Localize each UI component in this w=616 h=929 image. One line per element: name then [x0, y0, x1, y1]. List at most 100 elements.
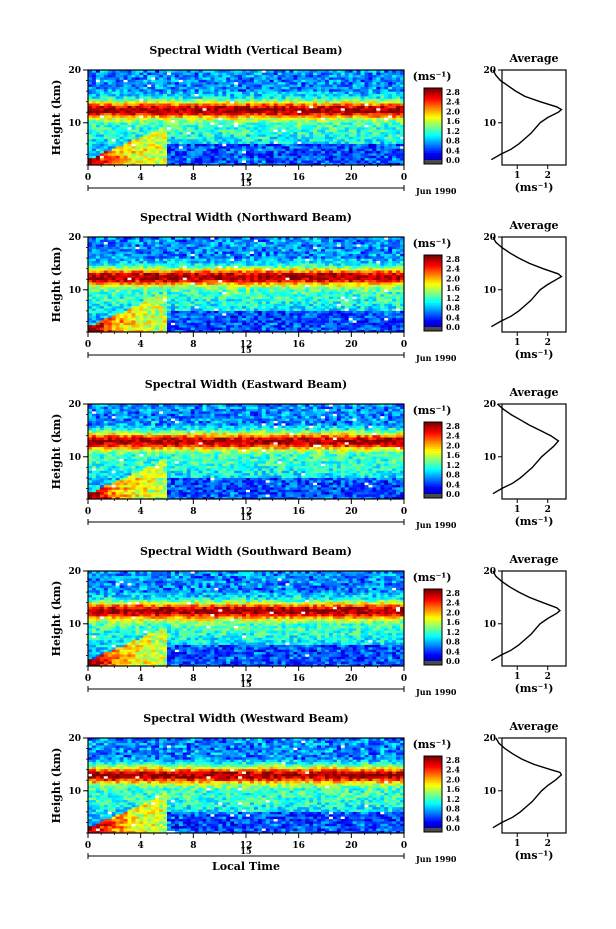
heatmap-cell [285, 79, 290, 83]
heatmap-cell [210, 329, 215, 333]
heatmap-cell [167, 153, 172, 156]
heatmap-cell [344, 77, 349, 80]
heatmap-cell [147, 86, 152, 90]
heatmap-cell [194, 115, 199, 118]
heatmap-cell [186, 74, 191, 78]
heatmap-cell [91, 103, 97, 106]
heatmap-cell [242, 74, 247, 78]
heatmap-cell [190, 322, 195, 326]
heatmap-cell [392, 134, 397, 137]
heatmap-cell [190, 155, 195, 159]
heatmap-cell [273, 96, 278, 99]
heatmap-cell [155, 122, 160, 125]
heatmap-cell [230, 244, 235, 247]
heatmap-cell [242, 93, 247, 97]
heatmap-cell [253, 134, 259, 137]
heatmap-cell [242, 84, 247, 87]
heatmap-cell [301, 103, 306, 106]
heatmap-cell [301, 117, 306, 121]
heatmap-cell [95, 124, 101, 128]
heatmap-cell [190, 70, 195, 73]
heatmap-cell [352, 138, 357, 142]
heatmap-cell [194, 289, 199, 292]
heatmap-cell [340, 119, 346, 123]
heatmap-cell [328, 155, 334, 159]
heatmap-cell [115, 315, 120, 319]
heatmap-cell [182, 141, 188, 144]
heatmap-cell [257, 153, 263, 156]
heatmap-cell [123, 70, 128, 73]
heatmap-cell [226, 93, 231, 97]
heatmap-cell [135, 143, 140, 147]
heatmap-cell [115, 241, 120, 245]
heatmap-cell [190, 146, 195, 149]
heatmap-cell [281, 79, 286, 83]
heatmap-cell [127, 110, 132, 114]
heatmap-cell [186, 277, 191, 281]
heatmap-cell [167, 296, 172, 300]
heatmap-cell [210, 148, 215, 152]
heatmap-cell [332, 131, 338, 135]
heatmap-cell [246, 289, 251, 292]
heatmap-cell [206, 72, 211, 76]
heatmap-cell [178, 143, 184, 147]
heatmap-cell [170, 322, 176, 326]
heatmap-cell [336, 84, 342, 87]
heatmap-cell [214, 153, 219, 156]
heatmap-cell [123, 146, 128, 149]
heatmap-cell [88, 289, 93, 292]
heatmap-cell [368, 141, 373, 144]
heatmap-cell [253, 127, 259, 130]
heatmap-cell [277, 162, 282, 166]
heatmap-cell [293, 110, 298, 114]
heatmap-cell [198, 77, 203, 80]
heatmap-cell [147, 327, 152, 330]
heatmap-cell [226, 112, 231, 116]
heatmap-cell [95, 70, 101, 73]
heatmap-cell [317, 162, 322, 166]
heatmap-cell [186, 253, 191, 257]
heatmap-cell [234, 303, 239, 307]
heatmap-cell [336, 89, 342, 92]
heatmap-cell [202, 153, 207, 156]
heatmap-cell [119, 294, 124, 297]
heatmap-cell [289, 117, 294, 121]
heatmap-cell [143, 322, 148, 326]
heatmap-cell [265, 129, 270, 133]
heatmap-cell [210, 141, 215, 144]
heatmap-cell [348, 103, 353, 106]
heatmap-cell [91, 110, 97, 114]
heatmap-cell [123, 93, 128, 97]
heatmap-cell [178, 270, 184, 273]
heatmap-cell [368, 77, 373, 80]
heatmap-cell [115, 148, 120, 152]
heatmap-cell [234, 279, 239, 283]
heatmap-cell [269, 136, 274, 140]
heatmap-cell [127, 127, 132, 130]
heatmap-cell [103, 305, 109, 309]
heatmap-cell [135, 112, 140, 116]
heatmap-cell [328, 134, 334, 137]
heatmap-cell [273, 138, 278, 142]
heatmap-cell [309, 117, 314, 121]
heatmap-cell [88, 296, 93, 300]
heatmap-cell [384, 150, 389, 154]
heatmap-cell [99, 320, 105, 323]
heatmap-cell [238, 157, 243, 161]
heatmap-cell [182, 98, 188, 102]
heatmap-cell [364, 108, 369, 111]
heatmap-cell [289, 153, 294, 156]
heatmap-cell [91, 256, 97, 259]
heatmap-cell [364, 157, 369, 161]
heatmap-cell [301, 150, 306, 154]
heatmap-cell [178, 100, 184, 104]
heatmap-cell [119, 237, 124, 240]
heatmap-cell [265, 112, 270, 116]
heatmap-cell [222, 155, 227, 159]
heatmap-cell [206, 110, 211, 114]
heatmap-cell [91, 131, 97, 135]
heatmap-cell [111, 329, 116, 333]
heatmap-cell [372, 79, 377, 83]
heatmap-cell [380, 74, 385, 78]
heatmap-cell [246, 239, 251, 243]
